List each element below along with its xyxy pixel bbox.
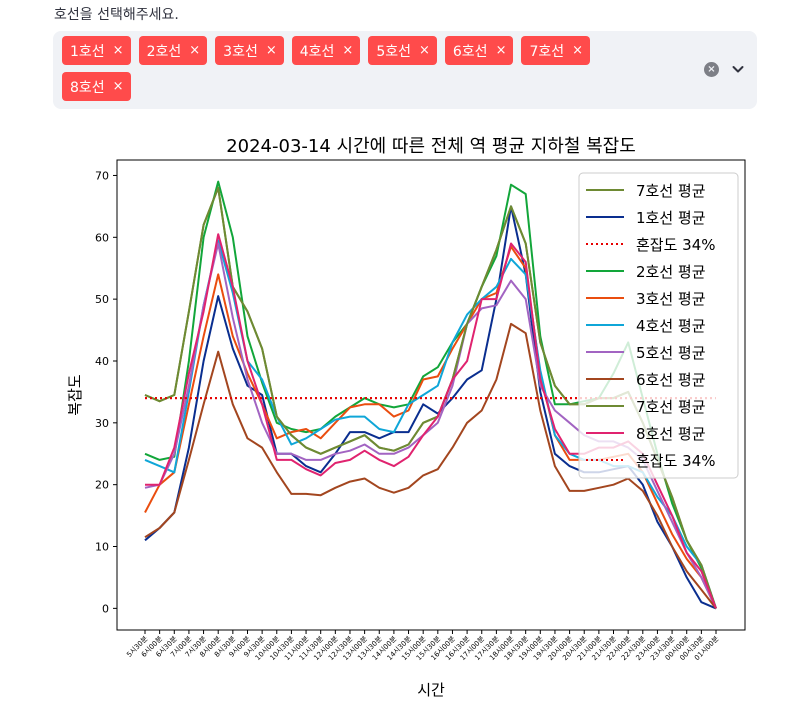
y-tick-label: 70 <box>95 169 109 182</box>
legend-label: 7호선 평균 <box>636 182 706 200</box>
legend-label: 6호선 평균 <box>636 371 706 389</box>
tag-line-6[interactable]: 6호선 × <box>444 36 514 65</box>
tag-line-8[interactable]: 8호선 × <box>62 72 131 101</box>
x-axis-ticks: 5시30분6시00분6시30분7시00분7시30분8시00분8시30분9시00분… <box>125 630 721 662</box>
chart-title: 2024-03-14 시간에 따른 전체 역 평균 지하철 복잡도 <box>226 136 636 157</box>
legend-label: 5호선 평균 <box>636 344 706 362</box>
tag-label: 1호선 <box>70 43 105 60</box>
line-chart: 2024-03-14 시간에 따른 전체 역 평균 지하철 복잡도 시간 복잡도… <box>66 136 746 699</box>
remove-icon[interactable]: × <box>112 43 124 58</box>
tag-label: 6호선 <box>452 43 488 60</box>
y-tick-label: 0 <box>102 602 109 615</box>
legend-box <box>578 172 739 479</box>
y-tick-label: 60 <box>95 231 109 244</box>
tag-line-2[interactable]: 2호선 × <box>138 36 208 65</box>
remove-icon[interactable]: × <box>265 43 277 58</box>
y-tick-label: 40 <box>95 355 109 368</box>
legend-label: 7호선 평균 <box>636 398 706 416</box>
legend-label: 1호선 평균 <box>636 209 706 227</box>
tag-line-4[interactable]: 4호선 × <box>291 36 361 65</box>
x-axis-label: 시간 <box>417 681 445 699</box>
legend-label: 4호선 평균 <box>636 317 706 335</box>
remove-icon[interactable]: × <box>572 43 584 58</box>
tag-label: 7호선 <box>529 43 565 60</box>
y-axis-label: 복잡도 <box>66 374 84 416</box>
tag-line-1[interactable]: 1호선 × <box>62 36 131 65</box>
legend-label: 8호선 평균 <box>636 425 706 443</box>
clear-all-icon[interactable]: × <box>704 62 719 77</box>
y-tick-label: 10 <box>95 541 109 554</box>
remove-icon[interactable]: × <box>342 43 354 58</box>
legend-label: 2호선 평균 <box>636 263 706 281</box>
remove-icon[interactable]: × <box>112 79 124 94</box>
chevron-down-icon[interactable] <box>730 61 746 77</box>
selected-tags: 1호선 × 2호선 × 3호선 × 4호선 × 5호선 × 6호선 × 7호선 × 8호선 × <box>62 36 662 101</box>
line-select-prompt: 호선을 선택해주세요. <box>54 7 179 23</box>
tag-label: 2호선 <box>146 43 182 60</box>
y-tick-label: 20 <box>95 479 109 492</box>
remove-icon[interactable]: × <box>495 43 507 58</box>
legend-label: 혼잡도 34% <box>636 236 716 254</box>
tag-line-5[interactable]: 5호선 × <box>368 36 437 65</box>
y-tick-label: 50 <box>95 293 109 306</box>
tag-label: 5호선 <box>376 43 411 60</box>
y-tick-label: 30 <box>95 417 109 430</box>
tag-label: 3호선 <box>223 43 258 60</box>
tag-label: 8호선 <box>70 79 105 96</box>
remove-icon[interactable]: × <box>418 43 430 58</box>
tag-label: 4호선 <box>299 43 335 60</box>
line-multiselect[interactable]: 1호선 × 2호선 × 3호선 × 4호선 × 5호선 × 6호선 × 7호선 × 8호선 × … <box>53 31 757 109</box>
tag-line-3[interactable]: 3호선 × <box>215 36 284 65</box>
tag-line-7[interactable]: 7호선 × <box>521 36 591 65</box>
series-line-7 <box>144 322 717 610</box>
remove-icon[interactable]: × <box>189 43 201 58</box>
y-axis-ticks: 0 10 20 30 40 50 60 70 <box>95 169 117 615</box>
legend-label: 혼잡도 34% <box>636 452 716 470</box>
legend-label: 3호선 평균 <box>636 290 706 308</box>
